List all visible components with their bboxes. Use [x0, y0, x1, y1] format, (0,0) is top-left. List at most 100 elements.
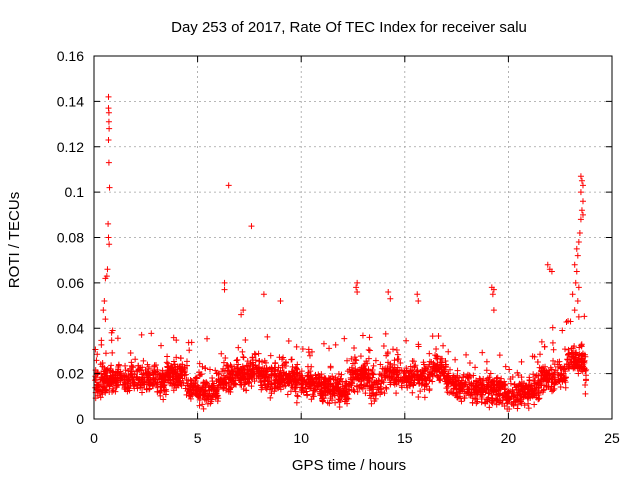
- data-point: [384, 350, 391, 357]
- data-point: [125, 377, 132, 384]
- data-point: [479, 349, 486, 356]
- data-point: [341, 391, 348, 398]
- data-point: [444, 379, 451, 386]
- data-point: [421, 386, 428, 393]
- data-point: [394, 351, 401, 358]
- data-point: [438, 359, 445, 366]
- data-point: [579, 198, 586, 205]
- data-point: [577, 189, 584, 196]
- data-point: [483, 358, 490, 365]
- data-point: [529, 353, 536, 360]
- data-point: [435, 332, 442, 339]
- data-point: [202, 365, 209, 372]
- data-point: [440, 342, 447, 349]
- data-point: [423, 380, 430, 387]
- data-point: [93, 385, 100, 392]
- data-point: [472, 364, 479, 371]
- data-point: [575, 239, 582, 246]
- data-point: [575, 284, 582, 291]
- data-point: [576, 229, 583, 236]
- data-point: [201, 379, 208, 386]
- data-point: [415, 371, 422, 378]
- data-point: [463, 351, 470, 358]
- data-point: [498, 375, 505, 382]
- data-point: [522, 389, 529, 396]
- data-point: [525, 400, 532, 407]
- data-point: [483, 367, 490, 374]
- data-point: [582, 381, 589, 388]
- data-point: [493, 401, 500, 408]
- data-point: [571, 261, 578, 268]
- data-point: [293, 399, 300, 406]
- data-point: [92, 346, 99, 353]
- data-point: [366, 347, 373, 354]
- data-point: [214, 384, 221, 391]
- data-point: [479, 388, 486, 395]
- data-point: [370, 362, 377, 369]
- data-point: [240, 354, 247, 361]
- data-point: [341, 398, 348, 405]
- data-point: [285, 370, 292, 377]
- data-point: [471, 389, 478, 396]
- data-point: [419, 373, 426, 380]
- data-point: [491, 386, 498, 393]
- data-point: [439, 370, 446, 377]
- data-point: [298, 372, 305, 379]
- data-point: [426, 350, 433, 357]
- data-point: [582, 377, 589, 384]
- data-point: [105, 118, 112, 125]
- data-point: [238, 311, 245, 318]
- data-point: [539, 389, 546, 396]
- data-point: [196, 402, 203, 409]
- data-point: [214, 369, 221, 376]
- data-point: [292, 376, 299, 383]
- data-point: [504, 406, 511, 413]
- data-point: [459, 374, 466, 381]
- data-point: [271, 388, 278, 395]
- data-point: [293, 343, 300, 350]
- data-point: [164, 377, 171, 384]
- x-tick-label: 5: [194, 430, 202, 446]
- data-point: [559, 327, 566, 334]
- data-point: [267, 352, 274, 359]
- data-point: [150, 375, 157, 382]
- data-point: [279, 356, 286, 363]
- data-point: [171, 381, 178, 388]
- data-point: [569, 291, 576, 298]
- data-point: [581, 365, 588, 372]
- data-point: [357, 353, 364, 360]
- data-point: [385, 288, 392, 295]
- data-point: [365, 355, 372, 362]
- data-point: [259, 358, 266, 365]
- data-point: [517, 398, 524, 405]
- data-point: [249, 354, 256, 361]
- data-point: [556, 358, 563, 365]
- data-point: [177, 355, 184, 362]
- data-point: [489, 291, 496, 298]
- data-point: [106, 184, 113, 191]
- data-point: [325, 387, 332, 394]
- data-point: [222, 354, 229, 361]
- data-point: [411, 377, 418, 384]
- data-point: [209, 375, 216, 382]
- data-point: [257, 367, 264, 374]
- data-point: [485, 382, 492, 389]
- data-point: [454, 394, 461, 401]
- data-point: [229, 367, 236, 374]
- data-point: [436, 377, 443, 384]
- data-point: [260, 368, 267, 375]
- data-point: [254, 368, 261, 375]
- data-point: [354, 288, 361, 295]
- data-point: [341, 335, 348, 342]
- data-point: [165, 364, 172, 371]
- data-point: [223, 387, 230, 394]
- data-point: [99, 373, 106, 380]
- data-point: [236, 377, 243, 384]
- data-point: [129, 370, 136, 377]
- data-point: [163, 373, 170, 380]
- data-point: [349, 380, 356, 387]
- data-point: [146, 386, 153, 393]
- data-point: [206, 366, 213, 373]
- data-point: [266, 378, 273, 385]
- data-point: [225, 182, 232, 189]
